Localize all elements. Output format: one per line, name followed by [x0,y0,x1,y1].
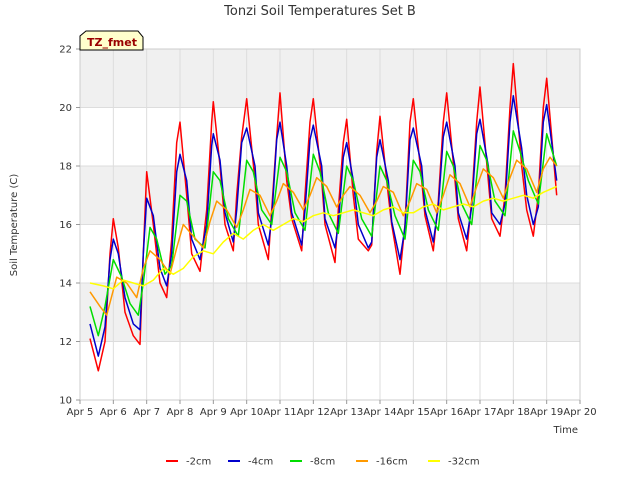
band [80,283,580,342]
y-tick-label: 18 [59,162,72,173]
x-tick-label: Apr 10 [230,407,263,418]
legend-label: -32cm [448,457,480,468]
x-tick-label: Apr 11 [263,407,296,418]
legend-item: -8cm [290,457,335,468]
legend-item: -4cm [228,457,273,468]
x-tick-label: Apr 20 [563,407,596,418]
legend-item: -32cm [428,457,480,468]
legend-label: -16cm [376,457,408,468]
y-tick-label: 12 [59,337,72,348]
legend-item: -2cm [166,457,211,468]
y-tick-label: 10 [59,396,72,407]
series-line-minus-4cm [89,95,558,357]
series-line-minus-16cm [89,156,558,316]
legend: -2cm -4cm -8cm -16cm -32cm [166,457,480,468]
chart-title: Tonzi Soil Temperatures Set B [223,4,416,19]
legend-label: -2cm [186,457,211,468]
x-tick-label: Apr 9 [200,407,227,418]
site-badge-label: TZ_fmet [87,36,137,49]
band [80,49,580,108]
x-axis-title: Time [553,425,578,436]
series-line-minus-32cm [89,185,557,290]
x-tick-label: Apr 5 [67,407,94,418]
x-tick-label: Apr 8 [167,407,194,418]
y-axis-title: Soil Temperature (C) [9,174,20,277]
site-badge: TZ_fmet [79,30,144,51]
y-tick-label: 22 [59,45,72,56]
series-lines [89,62,558,372]
legend-label: -4cm [248,457,273,468]
x-tick-label: Apr 16 [430,407,463,418]
series-line-minus-8cm [89,130,558,337]
legend-item: -16cm [356,457,408,468]
x-tick-label: Apr 17 [463,407,496,418]
y-tick-label: 20 [59,103,72,114]
band [80,341,580,400]
legend-label: -8cm [310,457,335,468]
x-tick-label: Apr 13 [330,407,363,418]
x-tick-label: Apr 19 [530,407,563,418]
x-tick-label: Apr 18 [497,407,530,418]
band [80,107,580,166]
y-tick-label: 16 [59,220,72,231]
y-axis-ticks: 10 12 14 16 18 20 22 [59,45,80,407]
x-tick-label: Apr 15 [397,407,430,418]
x-tick-label: Apr 12 [297,407,330,418]
y-tick-label: 14 [59,279,72,290]
x-tick-label: Apr 14 [363,407,396,418]
x-tick-label: Apr 6 [100,407,127,418]
x-axis-ticks: Apr 5 Apr 6 Apr 7 Apr 8 Apr 9 Apr 10 Apr 11 Apr… [67,400,597,418]
site-badge-box [79,30,144,51]
x-tick-label: Apr 7 [133,407,160,418]
